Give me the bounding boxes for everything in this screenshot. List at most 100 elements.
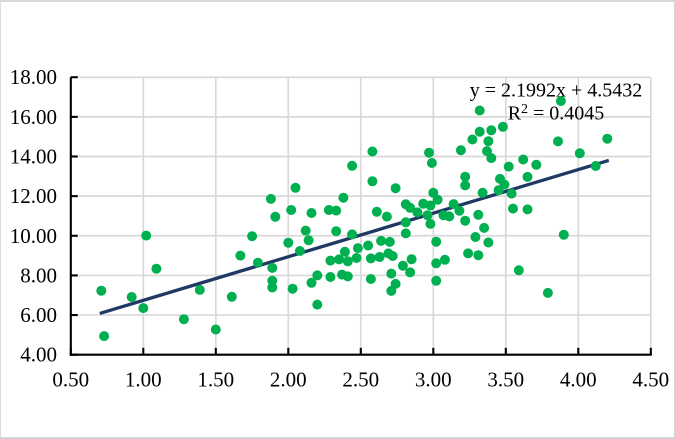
data-point	[506, 188, 517, 199]
y-tick-label: 12.00	[10, 184, 57, 208]
data-point	[96, 285, 107, 296]
data-point	[334, 254, 345, 265]
data-point	[312, 299, 323, 310]
r-squared-value: = 0.4045	[528, 102, 604, 124]
data-point	[226, 291, 237, 302]
data-point	[352, 243, 363, 254]
y-tick-label: 4.00	[20, 343, 57, 367]
data-point	[247, 231, 258, 242]
data-point	[431, 236, 442, 247]
x-axis-tick-labels: 0.50 1.00 1.50 2.00 2.50 3.00 3.50 4.00 4.50	[52, 367, 669, 391]
data-point	[178, 314, 189, 325]
data-point	[235, 250, 246, 261]
data-point	[558, 229, 569, 240]
y-axis-tick-labels: 4.00 6.00 8.00 10.00 12.00 14.00 16.00 18.00	[10, 65, 57, 366]
r-squared-text: R2 = 0.4045	[508, 102, 605, 125]
data-point	[126, 292, 137, 302]
data-point	[406, 254, 417, 265]
data-point	[367, 176, 378, 187]
data-point	[387, 251, 398, 261]
data-point	[412, 207, 423, 218]
x-tick-label: 1.00	[125, 367, 162, 391]
data-point	[151, 263, 162, 274]
y-tick-label: 16.00	[10, 105, 57, 129]
data-point	[386, 268, 397, 279]
x-tick-label: 4.50	[632, 367, 669, 391]
data-point	[381, 211, 392, 222]
data-point	[455, 145, 466, 156]
data-point	[425, 200, 436, 211]
data-point	[365, 253, 376, 264]
data-point	[444, 211, 455, 222]
data-point	[400, 228, 411, 239]
data-point	[531, 159, 542, 170]
data-point	[331, 205, 342, 216]
data-point	[497, 121, 508, 132]
data-point	[473, 209, 484, 220]
y-tick-label: 14.00	[10, 145, 57, 169]
data-point	[602, 133, 613, 144]
data-point	[486, 153, 497, 164]
x-tick-label: 2.00	[270, 367, 307, 391]
data-point	[483, 237, 494, 248]
data-point	[294, 246, 305, 256]
data-point	[474, 126, 485, 137]
data-point	[300, 225, 311, 236]
data-point	[303, 235, 314, 246]
data-point	[325, 255, 336, 266]
data-point	[574, 148, 585, 159]
data-point	[194, 284, 205, 295]
data-point	[425, 218, 436, 229]
r-squared-superscript: 2	[521, 102, 528, 117]
data-point	[331, 226, 342, 237]
data-point	[267, 262, 278, 273]
x-tick-label: 3.00	[415, 367, 452, 391]
data-point	[371, 206, 382, 217]
data-point	[439, 254, 450, 265]
data-point	[390, 278, 401, 289]
data-point	[287, 283, 298, 294]
data-point	[474, 105, 485, 116]
data-point	[306, 277, 317, 288]
r-squared-base: R	[508, 102, 522, 124]
scatter-points	[96, 96, 613, 342]
data-point	[210, 324, 221, 335]
data-point	[432, 194, 443, 205]
data-point	[99, 331, 110, 342]
data-point	[365, 274, 376, 284]
data-point	[499, 179, 510, 190]
data-point	[522, 204, 533, 215]
data-point	[508, 203, 518, 214]
x-tick-label: 2.50	[342, 367, 379, 391]
data-point	[323, 205, 334, 215]
data-point	[460, 171, 471, 182]
data-point	[518, 154, 529, 165]
trendline-equation-text: y = 2.1992x + 4.5432	[470, 79, 643, 101]
data-point	[384, 236, 395, 247]
data-point	[338, 192, 349, 203]
data-point	[347, 229, 358, 240]
data-point	[400, 217, 411, 228]
data-point	[376, 235, 387, 246]
gridlines	[78, 76, 652, 347]
data-point	[351, 253, 362, 263]
data-point	[286, 205, 297, 215]
data-point	[265, 193, 276, 204]
data-point	[555, 96, 566, 106]
data-point	[252, 257, 263, 268]
data-point	[431, 258, 442, 269]
data-point	[470, 232, 481, 242]
data-point	[363, 240, 374, 251]
data-point	[306, 208, 317, 218]
data-point	[431, 275, 442, 286]
data-point	[483, 136, 494, 147]
x-tick-label: 0.50	[52, 367, 89, 391]
data-point	[342, 271, 353, 282]
x-tick-label: 3.50	[487, 367, 524, 391]
y-tick-label: 6.00	[20, 303, 57, 327]
data-point	[553, 136, 563, 147]
y-tick-label: 18.00	[10, 65, 57, 89]
data-point	[467, 134, 478, 145]
data-point	[138, 303, 149, 314]
